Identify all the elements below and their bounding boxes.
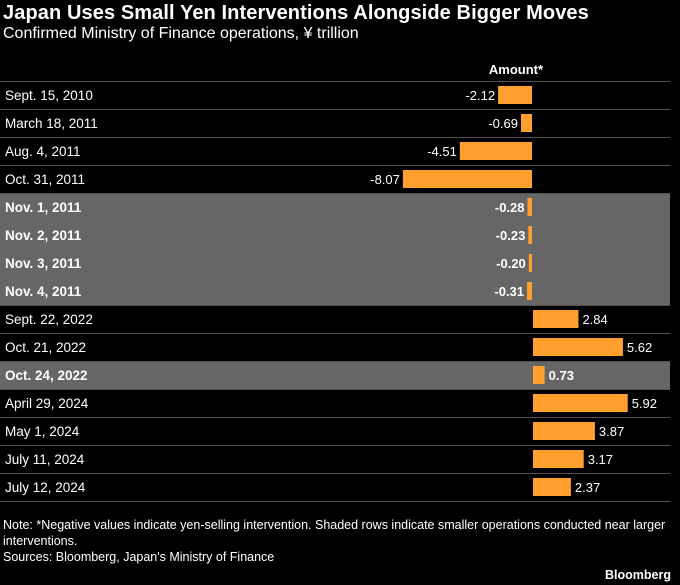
row-date-label: Oct. 21, 2022	[5, 340, 86, 355]
bar-value-label: -0.20	[496, 256, 526, 271]
shaded-row-background	[0, 277, 670, 305]
bar	[527, 198, 532, 216]
amount-column-header: Amount*	[488, 62, 544, 77]
bar	[533, 366, 545, 384]
shaded-row-background	[0, 221, 670, 249]
bar-value-label: -0.28	[495, 200, 525, 215]
bar	[520, 114, 532, 132]
bar-value-label: -0.31	[494, 284, 524, 299]
bar	[533, 394, 628, 412]
chart-subtitle: Confirmed Ministry of Finance operations…	[3, 25, 359, 42]
bar-value-label: -0.69	[488, 116, 518, 131]
sources: Sources: Bloomberg, Japan's Ministry of …	[3, 550, 275, 564]
bar-value-label: 2.37	[575, 480, 600, 495]
row-date-label: Nov. 4, 2011	[5, 284, 82, 299]
bar-value-label: -8.07	[370, 172, 400, 187]
bar-value-label: 3.87	[599, 424, 624, 439]
bar-value-label: -0.23	[496, 228, 526, 243]
row-date-label: March 18, 2011	[5, 116, 98, 131]
bar-value-label: -2.12	[465, 88, 495, 103]
row-date-label: July 11, 2024	[5, 452, 85, 467]
bar	[402, 170, 532, 188]
bar-value-label: 3.17	[588, 452, 613, 467]
bar	[527, 282, 532, 300]
shaded-row-background	[0, 361, 670, 389]
bar-value-label: 5.92	[632, 396, 657, 411]
bar	[498, 86, 532, 104]
footnote: Note: *Negative values indicate yen-sell…	[3, 518, 666, 548]
shaded-row-background	[0, 249, 670, 277]
bar	[459, 142, 532, 160]
bloomberg-brand: Bloomberg	[605, 568, 671, 582]
bar	[533, 338, 623, 356]
chart-title: Japan Uses Small Yen Interventions Along…	[3, 2, 589, 24]
bar	[533, 478, 571, 496]
row-date-label: Oct. 31, 2011	[5, 172, 85, 187]
bar	[528, 226, 532, 244]
bar-value-label: 0.73	[549, 368, 574, 383]
bar	[533, 310, 579, 328]
bar-table: Sept. 15, 2010 -2.12 March 18, 2011 -0.69 Au…	[0, 81, 670, 502]
row-date-label: April 29, 2024	[5, 396, 89, 411]
bar	[533, 422, 595, 440]
row-date-label: Sept. 22, 2022	[5, 312, 93, 327]
row-date-label: Nov. 3, 2011	[5, 256, 82, 271]
row-date-label: Oct. 24, 2022	[5, 368, 88, 383]
row-date-label: Aug. 4, 2011	[5, 144, 81, 159]
row-date-label: July 12, 2024	[5, 480, 86, 495]
row-date-label: Sept. 15, 2010	[5, 88, 93, 103]
row-date-label: Nov. 1, 2011	[5, 200, 82, 215]
bar-value-label: 5.62	[627, 340, 652, 355]
bar-value-label: -4.51	[427, 144, 457, 159]
bar-value-label: 2.84	[582, 312, 607, 327]
row-date-label: May 1, 2024	[5, 424, 80, 439]
shaded-row-background	[0, 193, 670, 221]
row-date-label: Nov. 2, 2011	[5, 228, 82, 243]
bar	[533, 450, 584, 468]
bar	[528, 254, 532, 272]
